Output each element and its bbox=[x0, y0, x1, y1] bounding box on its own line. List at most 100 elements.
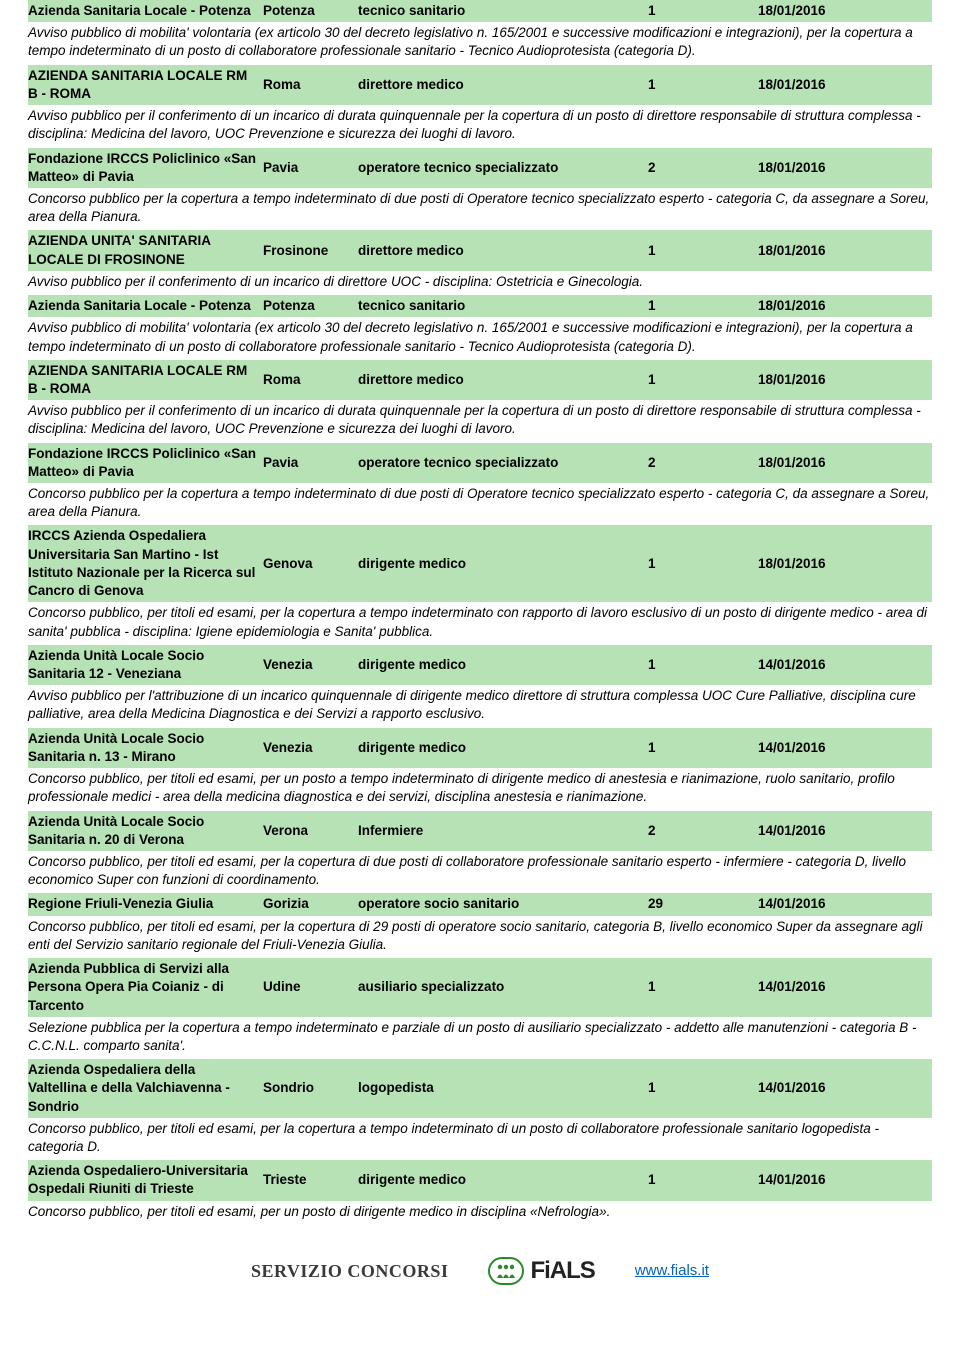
entry-ruolo: dirigente medico bbox=[358, 555, 648, 573]
entry-count: 1 bbox=[648, 1171, 758, 1189]
entry-header-row: Azienda Ospedaliero-Universitaria Ospeda… bbox=[28, 1160, 932, 1200]
entry-ente: Regione Friuli-Venezia Giulia bbox=[28, 895, 263, 913]
entry-header-row: Regione Friuli-Venezia GiuliaGoriziaoper… bbox=[28, 893, 932, 915]
footer-url-link[interactable]: www.fials.it bbox=[635, 1261, 709, 1281]
entry-header-row: Azienda Ospedaliera della Valtellina e d… bbox=[28, 1059, 932, 1118]
entry-ente: AZIENDA SANITARIA LOCALE RM B - ROMA bbox=[28, 362, 263, 398]
entry-luogo: Trieste bbox=[263, 1171, 358, 1189]
entry-description: Avviso pubblico di mobilita' volontaria … bbox=[28, 317, 932, 359]
entry-ente: Azienda Pubblica di Servizi alla Persona… bbox=[28, 960, 263, 1015]
entry-luogo: Potenza bbox=[263, 297, 358, 315]
entry-date: 14/01/2016 bbox=[758, 739, 878, 757]
entry-ente: Azienda Ospedaliera della Valtellina e d… bbox=[28, 1061, 263, 1116]
entry-ruolo: tecnico sanitario bbox=[358, 297, 648, 315]
entry-ruolo: operatore socio sanitario bbox=[358, 895, 648, 913]
entry-ente: Fondazione IRCCS Policlinico «San Matteo… bbox=[28, 150, 263, 186]
entry-luogo: Gorizia bbox=[263, 895, 358, 913]
entry-date: 18/01/2016 bbox=[758, 159, 878, 177]
entry-luogo: Venezia bbox=[263, 656, 358, 674]
entry-description: Concorso pubblico, per titoli ed esami, … bbox=[28, 916, 932, 958]
footer: SERVIZIO CONCORSI FiALS www.fials.it bbox=[28, 1255, 932, 1287]
entry-date: 14/01/2016 bbox=[758, 978, 878, 996]
entry-header-row: AZIENDA UNITA' SANITARIA LOCALE DI FROSI… bbox=[28, 230, 932, 270]
entry-description: Concorso pubblico, per titoli ed esami, … bbox=[28, 768, 932, 810]
entry-date: 18/01/2016 bbox=[758, 242, 878, 260]
entry-ente: Azienda Unità Locale Socio Sanitaria n. … bbox=[28, 730, 263, 766]
entry-luogo: Pavia bbox=[263, 159, 358, 177]
entry-header-row: Azienda Unità Locale Socio Sanitaria n. … bbox=[28, 811, 932, 851]
entry-date: 18/01/2016 bbox=[758, 555, 878, 573]
entry-ruolo: tecnico sanitario bbox=[358, 2, 648, 20]
entry-count: 1 bbox=[648, 2, 758, 20]
entry-date: 14/01/2016 bbox=[758, 656, 878, 674]
page-content: Azienda Sanitaria Locale - PotenzaPotenz… bbox=[0, 0, 960, 1307]
entry-luogo: Potenza bbox=[263, 2, 358, 20]
entry-description: Avviso pubblico per il conferimento di u… bbox=[28, 105, 932, 147]
entry-count: 1 bbox=[648, 656, 758, 674]
entry-luogo: Udine bbox=[263, 978, 358, 996]
entry-date: 14/01/2016 bbox=[758, 1171, 878, 1189]
entry-luogo: Sondrio bbox=[263, 1079, 358, 1097]
entry-ente: Fondazione IRCCS Policlinico «San Matteo… bbox=[28, 445, 263, 481]
entry-ruolo: Infermiere bbox=[358, 822, 648, 840]
entry-count: 1 bbox=[648, 978, 758, 996]
entry-description: Avviso pubblico per il conferimento di u… bbox=[28, 400, 932, 442]
entry-description: Selezione pubblica per la copertura a te… bbox=[28, 1017, 932, 1059]
entry-description: Avviso pubblico per l'attribuzione di un… bbox=[28, 685, 932, 727]
entry-description: Concorso pubblico, per titoli ed esami, … bbox=[28, 602, 932, 644]
entry-count: 2 bbox=[648, 159, 758, 177]
entry-ruolo: dirigente medico bbox=[358, 656, 648, 674]
entry-ente: Azienda Sanitaria Locale - Potenza bbox=[28, 2, 263, 20]
entry-date: 18/01/2016 bbox=[758, 76, 878, 94]
entry-count: 1 bbox=[648, 76, 758, 94]
entry-header-row: Fondazione IRCCS Policlinico «San Matteo… bbox=[28, 148, 932, 188]
entry-count: 29 bbox=[648, 895, 758, 913]
entry-ruolo: operatore tecnico specializzato bbox=[358, 159, 648, 177]
entry-date: 14/01/2016 bbox=[758, 822, 878, 840]
entry-ente: AZIENDA SANITARIA LOCALE RM B - ROMA bbox=[28, 67, 263, 103]
entry-header-row: AZIENDA SANITARIA LOCALE RM B - ROMARoma… bbox=[28, 65, 932, 105]
logo: FiALS bbox=[488, 1255, 594, 1287]
entry-date: 18/01/2016 bbox=[758, 454, 878, 472]
entry-header-row: Azienda Sanitaria Locale - PotenzaPotenz… bbox=[28, 0, 932, 22]
entry-ente: Azienda Sanitaria Locale - Potenza bbox=[28, 297, 263, 315]
entry-count: 1 bbox=[648, 1079, 758, 1097]
logo-text: FiALS bbox=[530, 1255, 594, 1287]
entry-header-row: IRCCS Azienda Ospedaliera Universitaria … bbox=[28, 525, 932, 602]
entry-ruolo: direttore medico bbox=[358, 371, 648, 389]
entry-count: 2 bbox=[648, 822, 758, 840]
entry-luogo: Roma bbox=[263, 76, 358, 94]
entry-luogo: Frosinone bbox=[263, 242, 358, 260]
entry-ente: IRCCS Azienda Ospedaliera Universitaria … bbox=[28, 527, 263, 600]
entry-count: 1 bbox=[648, 371, 758, 389]
entry-ruolo: dirigente medico bbox=[358, 1171, 648, 1189]
entry-ente: Azienda Unità Locale Socio Sanitaria 12 … bbox=[28, 647, 263, 683]
entry-header-row: Azienda Unità Locale Socio Sanitaria n. … bbox=[28, 728, 932, 768]
entry-date: 18/01/2016 bbox=[758, 297, 878, 315]
entry-ente: AZIENDA UNITA' SANITARIA LOCALE DI FROSI… bbox=[28, 232, 263, 268]
entry-date: 14/01/2016 bbox=[758, 1079, 878, 1097]
entry-luogo: Verona bbox=[263, 822, 358, 840]
entry-ruolo: logopedista bbox=[358, 1079, 648, 1097]
entry-luogo: Genova bbox=[263, 555, 358, 573]
entry-count: 1 bbox=[648, 739, 758, 757]
entries-list: Azienda Sanitaria Locale - PotenzaPotenz… bbox=[28, 0, 932, 1225]
entry-header-row: Azienda Unità Locale Socio Sanitaria 12 … bbox=[28, 645, 932, 685]
entry-ruolo: direttore medico bbox=[358, 242, 648, 260]
entry-date: 18/01/2016 bbox=[758, 371, 878, 389]
entry-count: 1 bbox=[648, 555, 758, 573]
entry-ruolo: direttore medico bbox=[358, 76, 648, 94]
entry-header-row: Azienda Sanitaria Locale - PotenzaPotenz… bbox=[28, 295, 932, 317]
entry-ruolo: ausiliario specializzato bbox=[358, 978, 648, 996]
entry-count: 1 bbox=[648, 242, 758, 260]
service-label: SERVIZIO CONCORSI bbox=[251, 1259, 448, 1283]
entry-luogo: Pavia bbox=[263, 454, 358, 472]
entry-count: 1 bbox=[648, 297, 758, 315]
entry-description: Concorso pubblico, per titoli ed esami, … bbox=[28, 1118, 932, 1160]
entry-header-row: AZIENDA SANITARIA LOCALE RM B - ROMARoma… bbox=[28, 360, 932, 400]
entry-date: 18/01/2016 bbox=[758, 2, 878, 20]
entry-header-row: Azienda Pubblica di Servizi alla Persona… bbox=[28, 958, 932, 1017]
entry-date: 14/01/2016 bbox=[758, 895, 878, 913]
entry-luogo: Roma bbox=[263, 371, 358, 389]
logo-people-icon bbox=[488, 1257, 524, 1285]
